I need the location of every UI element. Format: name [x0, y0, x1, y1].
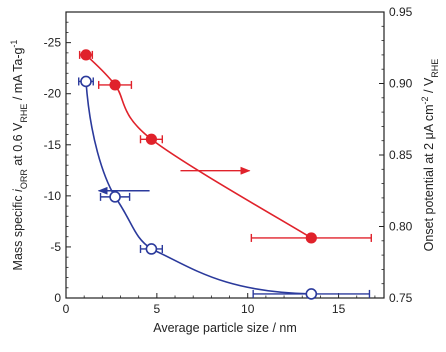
- left-y-tick-label: -20: [44, 87, 62, 101]
- right-ylabel-sub-rhe: RHE: [430, 59, 440, 78]
- x-tick-label: 15: [332, 302, 346, 316]
- left-y-tick-label: -10: [44, 189, 62, 203]
- right-y-axis-label: Onset potential at 2 μA cm-2 / VRHE: [420, 59, 440, 252]
- left-y-axis-ticks: 0 -5 -10 -15 -20 -25: [44, 21, 71, 305]
- data-point: [109, 79, 121, 91]
- right-ylabel-mid: / V: [422, 77, 436, 96]
- right-ylabel-sup: -2: [420, 96, 430, 104]
- left-y-tick-label: -5: [50, 240, 61, 254]
- x-tick-label: 5: [154, 302, 161, 316]
- data-point: [145, 243, 158, 255]
- data-point: [109, 191, 121, 203]
- series-curve: [85, 81, 312, 295]
- left-ylabel-i: i: [11, 188, 25, 192]
- right-y-tick-label: 0.75: [389, 291, 413, 305]
- data-point: [145, 133, 158, 145]
- data-point: [305, 232, 317, 244]
- right-ylabel-prefix: Onset potential at 2 μA cm: [422, 104, 436, 251]
- left-ylabel-mid: at 0.6 V: [11, 122, 25, 169]
- blue-series: [78, 75, 371, 300]
- x-tick-label: 10: [241, 302, 255, 316]
- right-y-axis-ticks: 0.75 0.80 0.85 0.90 0.95: [379, 5, 413, 305]
- right-y-tick-label: 0.80: [389, 220, 413, 234]
- x-axis-label: Average particle size / nm: [153, 321, 297, 335]
- red-series: [78, 49, 372, 244]
- left-ylabel-suffix: / mA Ta-g: [11, 48, 25, 104]
- data-point: [305, 288, 318, 300]
- left-ylabel-sup: -1: [9, 40, 19, 48]
- left-y-axis-label: Mass specific iORR at 0.6 VRHE / mA Ta-g…: [9, 40, 29, 271]
- left-ylabel-prefix: Mass specific: [11, 192, 25, 271]
- left-y-tick-label: 0: [54, 291, 61, 305]
- left-y-tick-label: -25: [44, 36, 62, 50]
- x-axis-ticks: 0 5 10 15: [63, 293, 376, 316]
- data-point: [80, 75, 92, 88]
- left-ylabel-sub-rhe: RHE: [19, 104, 29, 123]
- x-tick-label: 0: [63, 302, 70, 316]
- plot-frame: [65, 11, 385, 299]
- left-y-tick-label: -15: [44, 138, 62, 152]
- series-layer: [78, 49, 372, 300]
- series-curve: [85, 54, 312, 239]
- data-point: [80, 49, 92, 61]
- right-y-tick-label: 0.95: [389, 5, 413, 19]
- right-y-tick-label: 0.85: [389, 148, 413, 162]
- left-ylabel-sub-orr: ORR: [19, 169, 29, 190]
- right-y-tick-label: 0.90: [389, 77, 413, 91]
